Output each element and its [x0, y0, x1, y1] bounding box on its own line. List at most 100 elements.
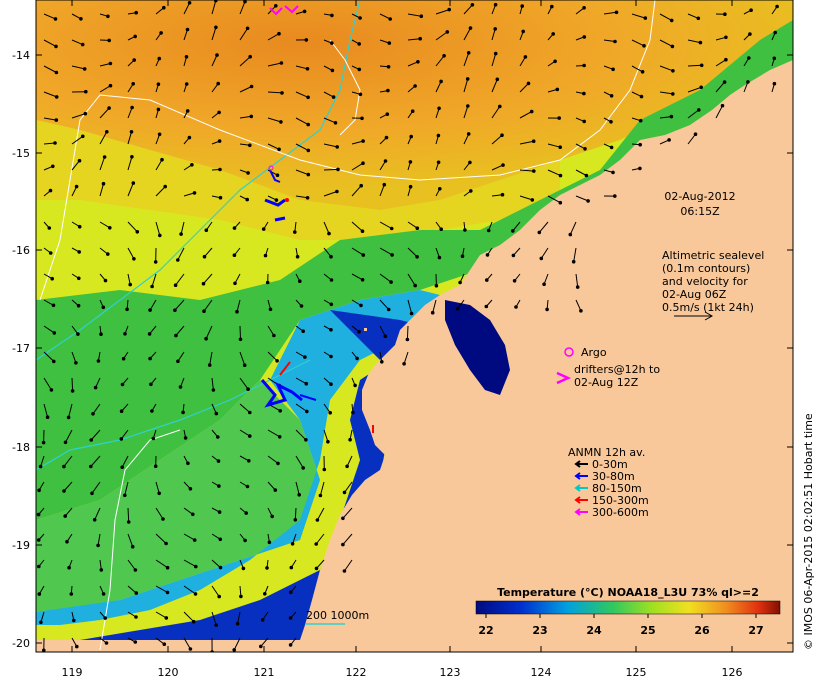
velocity-arrow-head: [185, 27, 190, 32]
velocity-arrow-head: [108, 226, 112, 230]
velocity-arrow-head: [173, 283, 178, 288]
velocity-arrow: [346, 455, 353, 467]
velocity-arrow: [211, 585, 220, 597]
velocity-arrow-head: [277, 435, 282, 439]
velocity-arrow-head: [383, 159, 388, 163]
anmn-item-label: 150-300m: [592, 494, 649, 507]
timestamp-date: 02-Aug-2012: [664, 190, 735, 203]
green-water: [36, 20, 793, 520]
velocity-arrow: [183, 559, 197, 568]
island: [364, 328, 367, 331]
velocity-arrow: [295, 169, 309, 176]
velocity-arrow-head: [232, 226, 237, 230]
lat-label: -15: [12, 147, 30, 160]
velocity-arrow-head: [360, 229, 365, 233]
velocity-arrow-head: [36, 512, 41, 517]
drifters-line: drifters@12h to: [574, 363, 660, 376]
lon-label: 119: [62, 666, 83, 679]
velocity-arrow-head: [303, 355, 307, 359]
velocity-arrow: [99, 183, 104, 197]
velocity-arrow: [40, 455, 45, 467]
velocity-arrow-head: [331, 95, 336, 99]
velocity-arrow-head: [614, 10, 619, 15]
velocity-arrow-head: [463, 228, 467, 232]
velocity-arrow-head: [83, 111, 88, 116]
drifters-legend: drifters@12h to 02-Aug 12Z: [556, 363, 660, 389]
velocity-arrow-head: [531, 139, 536, 143]
velocity-arrow-head: [120, 465, 124, 470]
velocity-arrow-head: [233, 281, 237, 286]
velocity-arrow-head: [500, 133, 504, 137]
anmn-item-label: 0-30m: [592, 458, 628, 471]
velocity-arrow-head: [447, 7, 452, 12]
anmn-item: 80-150m: [574, 482, 642, 495]
velocity-arrow-head: [493, 2, 498, 7]
velocity-arrow: [631, 65, 643, 73]
velocity-arrow-head: [299, 304, 304, 308]
velocity-arrow-head: [611, 67, 615, 72]
velocity-arrow-head: [134, 615, 138, 619]
velocity-arrow-head: [84, 89, 88, 94]
velocity-arrow-head: [134, 10, 138, 15]
velocity-arrow-head: [211, 388, 216, 392]
lon-label: 122: [346, 666, 367, 679]
velocity-arrow-head: [239, 594, 243, 599]
velocity-arrow-head: [699, 85, 704, 90]
velocity-arrow: [538, 221, 549, 233]
velocity-arrow-head: [178, 385, 183, 389]
velocity-arrow-head: [333, 121, 338, 125]
velocity-arrow-head: [89, 438, 93, 442]
velocity-arrow-head: [280, 91, 284, 95]
velocity-arrow-head: [438, 187, 442, 191]
velocity-arrow-head: [348, 437, 352, 442]
velocity-arrow-head: [458, 280, 462, 285]
velocity-arrow-head: [408, 160, 413, 164]
velocity-arrow-head: [89, 464, 93, 469]
velocity-arrow-head: [409, 311, 414, 316]
velocity-arrow: [92, 403, 101, 415]
velocity-arrow-head: [267, 540, 272, 545]
warm-water: [36, 0, 793, 210]
velocity-arrow-head: [460, 254, 465, 259]
velocity-arrow: [463, 52, 470, 67]
velocity-arrow-head: [184, 82, 189, 86]
colorbar-tick-label: 27: [748, 624, 763, 637]
velocity-arrow-head: [558, 173, 563, 178]
velocity-arrow-head: [265, 566, 269, 570]
velocity-arrow-head: [520, 4, 525, 8]
velocity-arrow-head: [669, 18, 674, 23]
velocity-arrow-head: [244, 511, 248, 515]
contour-1000m: [36, 359, 311, 471]
velocity-arrow-head: [330, 41, 334, 45]
velocity-arrow: [491, 28, 496, 41]
velocity-arrow: [659, 65, 674, 72]
velocity-arrow: [260, 637, 269, 647]
altimetry-line: 0.5m/s (1kt 24h): [662, 301, 754, 314]
velocity-arrow: [295, 91, 309, 98]
velocity-arrow-head: [130, 155, 134, 159]
velocity-arrow: [379, 273, 392, 283]
velocity-arrow-head: [148, 308, 152, 312]
velocity-arrow: [121, 455, 129, 468]
velocity-arrow: [127, 221, 138, 233]
velocity-arrow-head: [276, 461, 280, 466]
velocity-arrow-head: [436, 133, 441, 138]
colorbar: Temperature (°C) NOAA18_L3U 73% ql>=2 22…: [475, 586, 781, 637]
velocity-arrow-head: [193, 592, 198, 596]
velocity-arrow: [435, 31, 448, 41]
lon-tick-labels: 119 120 121 122 123 124 125 126: [62, 666, 743, 679]
anmn-item-label: 80-150m: [592, 482, 642, 495]
velocity-arrow-head: [218, 167, 222, 172]
velocity-arrow: [175, 325, 185, 336]
velocity-arrow-head: [383, 334, 388, 339]
velocity-arrow-head: [747, 56, 751, 60]
argo-markers-top: [269, 5, 299, 16]
velocity-arrow-head: [245, 484, 250, 489]
velocity-arrow-head: [243, 0, 247, 4]
velocity-arrow: [573, 247, 577, 262]
velocity-arrow: [43, 351, 55, 362]
velocity-arrow: [457, 299, 465, 310]
velocity-arrow-head: [105, 130, 109, 134]
velocity-arrow-head: [521, 29, 526, 34]
velocity-arrow-head: [274, 198, 279, 202]
